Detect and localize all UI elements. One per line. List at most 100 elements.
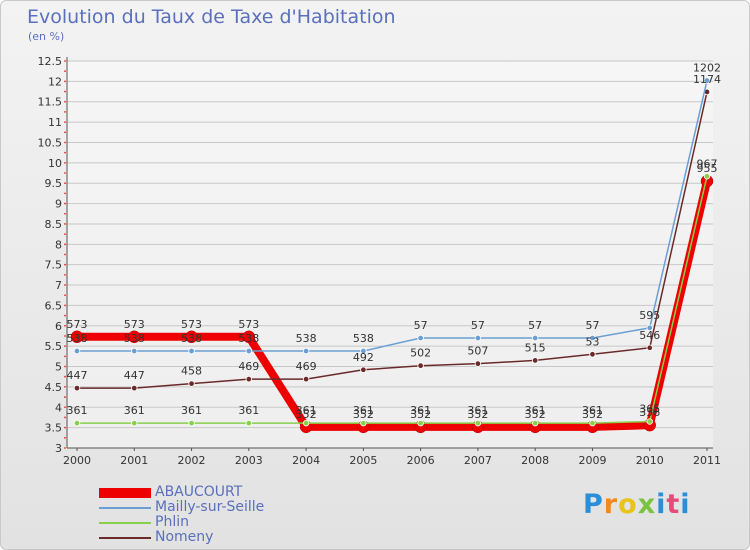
y-minor-tick xyxy=(64,111,66,113)
legend-label-abaucourt: ABAUCOURT xyxy=(155,484,243,500)
x-tick-label: 2002 xyxy=(178,454,206,467)
data-label: 361 xyxy=(296,404,317,417)
data-label: 57 xyxy=(528,319,542,332)
y-minor-tick xyxy=(64,100,66,103)
y-minor-tick xyxy=(64,416,66,419)
y-minor-tick xyxy=(64,182,66,185)
y-minor-tick xyxy=(64,253,66,256)
y-tick-label: 3 xyxy=(55,442,62,455)
data-label: 352 xyxy=(353,408,374,421)
y-minor-tick xyxy=(64,314,66,317)
data-point-nomeny xyxy=(302,375,310,383)
y-tick-label: 12 xyxy=(48,75,62,88)
data-point-nomeny xyxy=(131,384,138,392)
x-tick-label: 2010 xyxy=(636,454,664,467)
y-minor-tick xyxy=(64,192,66,195)
y-minor-tick xyxy=(64,365,66,368)
y-tick-label: 7 xyxy=(55,279,62,292)
data-label: 515 xyxy=(525,341,546,354)
y-tick-label: 5 xyxy=(55,361,62,374)
y-tick-label: 11 xyxy=(48,116,62,129)
y-minor-tick xyxy=(64,121,66,124)
y-minor-tick xyxy=(64,263,66,266)
data-point-nomeny xyxy=(531,357,539,364)
y-tick-label: 5.5 xyxy=(45,340,63,353)
data-point-phlin xyxy=(245,419,253,427)
y-minor-tick xyxy=(64,233,66,236)
y-minor-tick xyxy=(64,161,66,164)
y-tick-label: 4 xyxy=(55,401,62,414)
data-label: 361 xyxy=(67,404,88,417)
data-label: 538 xyxy=(124,332,145,345)
y-minor-tick xyxy=(64,426,66,429)
data-point-mailly-sur-seille xyxy=(131,347,138,355)
data-point-abaucourt xyxy=(70,330,84,344)
data-label: 447 xyxy=(67,369,88,382)
data-label: 573 xyxy=(67,318,88,331)
y-minor-tick xyxy=(64,202,66,205)
data-label: 361 xyxy=(582,404,603,417)
data-label: 352 xyxy=(410,408,431,421)
data-point-phlin xyxy=(302,419,310,427)
y-minor-tick xyxy=(64,406,66,409)
series-line-nomeny xyxy=(77,91,708,389)
data-label: 538 xyxy=(353,332,374,345)
plot-area xyxy=(67,61,713,448)
legend-swatch-nomeny xyxy=(99,537,151,539)
proxiti-logo: Proxiti xyxy=(583,489,691,520)
data-point-abaucourt xyxy=(242,330,256,344)
y-tick-label: 6 xyxy=(55,320,62,333)
y-tick-label: 3.5 xyxy=(45,422,63,435)
y-tick-label: 6.5 xyxy=(45,299,63,312)
data-point-nomeny xyxy=(245,375,253,383)
y-tick-label: 9.5 xyxy=(45,177,63,190)
chart-subtitle: (en %) xyxy=(28,30,65,43)
data-point-phlin xyxy=(73,419,81,427)
x-tick-label: 2009 xyxy=(578,454,606,467)
data-label: 507 xyxy=(467,345,488,358)
legend-swatch-abaucourt xyxy=(99,488,151,498)
data-point-phlin xyxy=(188,419,195,427)
data-point-nomeny xyxy=(417,362,424,369)
y-minor-tick xyxy=(64,385,66,388)
y-minor-tick xyxy=(64,324,66,327)
data-label: 352 xyxy=(467,408,488,421)
data-label: 546 xyxy=(639,329,660,342)
data-point-phlin xyxy=(703,173,711,180)
y-minor-tick xyxy=(64,80,66,83)
data-label: 1174 xyxy=(693,73,721,86)
data-label: 356 xyxy=(639,406,660,419)
y-tick-label: 12.5 xyxy=(38,55,63,68)
data-point-mailly-sur-seille xyxy=(531,334,539,342)
data-point-nomeny xyxy=(474,360,482,367)
y-minor-tick xyxy=(64,60,66,62)
y-tick-label: 11.5 xyxy=(38,96,63,109)
legend-label-nomeny: Nomeny xyxy=(155,529,214,545)
data-label: 361 xyxy=(124,404,145,417)
data-point-mailly-sur-seille xyxy=(474,334,482,342)
y-minor-tick xyxy=(64,172,66,174)
data-point-mailly-sur-seille xyxy=(646,324,653,332)
data-point-nomeny xyxy=(360,366,367,373)
data-label: 492 xyxy=(353,351,374,364)
data-label: 57 xyxy=(414,319,428,332)
data-point-mailly-sur-seille xyxy=(73,347,81,355)
series-line-abaucourt xyxy=(77,180,711,431)
y-minor-tick xyxy=(64,396,66,398)
y-minor-tick xyxy=(64,243,66,246)
data-label: 573 xyxy=(238,318,259,331)
y-tick-label: 7.5 xyxy=(45,259,63,272)
data-point-phlin xyxy=(646,418,653,425)
data-label: 361 xyxy=(238,404,259,417)
data-label: 352 xyxy=(525,408,546,421)
x-tick-label: 2003 xyxy=(235,454,263,467)
data-point-nomeny xyxy=(589,351,596,358)
y-tick-label: 4.5 xyxy=(45,381,63,394)
y-minor-tick xyxy=(64,70,66,73)
data-label: 458 xyxy=(181,365,202,378)
y-tick-label: 8 xyxy=(55,238,62,251)
data-label: 352 xyxy=(296,408,317,421)
data-point-mailly-sur-seille xyxy=(302,347,310,355)
data-label: 352 xyxy=(582,408,603,421)
